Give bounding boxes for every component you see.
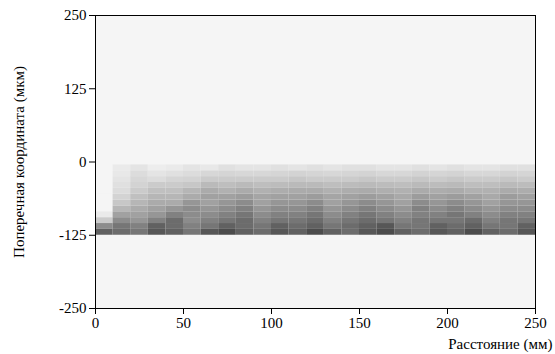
svg-text:-250: -250 (59, 300, 87, 316)
svg-text:250: 250 (64, 7, 87, 23)
svg-text:-125: -125 (59, 227, 87, 243)
svg-text:125: 125 (64, 81, 87, 97)
svg-text:200: 200 (436, 315, 459, 331)
svg-text:Расстояние (мм): Расстояние (мм) (448, 336, 552, 353)
svg-text:250: 250 (524, 315, 547, 331)
svg-text:50: 50 (176, 315, 191, 331)
svg-text:0: 0 (79, 154, 87, 170)
svg-text:0: 0 (92, 315, 100, 331)
svg-text:150: 150 (348, 315, 371, 331)
svg-text:100: 100 (260, 315, 283, 331)
svg-text:Поперечная координата (мкм): Поперечная координата (мкм) (11, 66, 28, 258)
